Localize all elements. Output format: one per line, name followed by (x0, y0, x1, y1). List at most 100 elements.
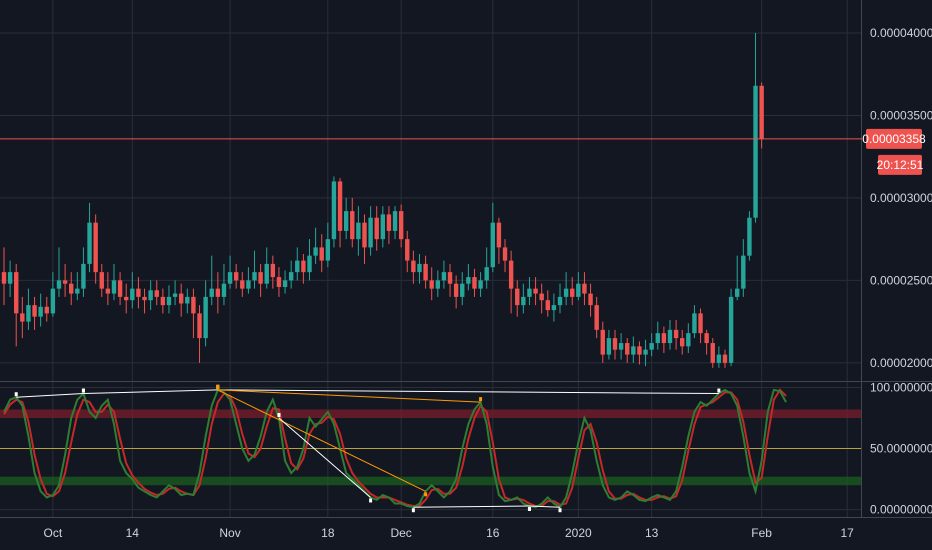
candle[interactable] (301, 254, 306, 284)
candle[interactable] (148, 280, 153, 311)
candle[interactable] (594, 296, 599, 339)
candle[interactable] (282, 270, 288, 294)
candle[interactable] (466, 263, 471, 291)
candle[interactable] (252, 250, 257, 289)
candle[interactable] (545, 290, 550, 317)
candle[interactable] (246, 267, 251, 294)
candle[interactable] (716, 346, 722, 368)
candle[interactable] (356, 206, 361, 256)
candle[interactable] (240, 272, 245, 297)
candle[interactable] (62, 263, 68, 297)
candle[interactable] (227, 255, 233, 289)
candle[interactable] (606, 329, 612, 360)
candle[interactable] (44, 296, 49, 322)
candle[interactable] (405, 230, 410, 273)
candle[interactable] (429, 267, 434, 301)
candle[interactable] (680, 329, 685, 355)
candle[interactable] (722, 349, 728, 368)
candle[interactable] (551, 293, 557, 322)
candle[interactable] (185, 288, 190, 314)
candle[interactable] (197, 305, 202, 363)
candle[interactable] (704, 329, 709, 355)
candle[interactable] (87, 202, 92, 273)
candle[interactable] (215, 272, 221, 314)
candle[interactable] (380, 206, 386, 248)
candle[interactable] (288, 260, 294, 289)
candle[interactable] (203, 280, 208, 347)
candle[interactable] (264, 247, 269, 289)
candle[interactable] (166, 285, 172, 314)
candle[interactable] (7, 260, 13, 297)
candle[interactable] (496, 217, 502, 264)
candle[interactable] (435, 270, 441, 297)
candle[interactable] (557, 283, 563, 314)
candle[interactable] (124, 283, 129, 314)
candle[interactable] (643, 339, 648, 367)
candle[interactable] (625, 338, 630, 363)
candle[interactable] (142, 288, 147, 314)
candle[interactable] (460, 272, 465, 306)
candle[interactable] (728, 288, 734, 367)
candle[interactable] (307, 239, 312, 281)
candle[interactable] (441, 260, 447, 289)
candle[interactable] (386, 206, 392, 245)
candle[interactable] (14, 263, 19, 347)
candle[interactable] (447, 263, 453, 297)
candle[interactable] (362, 214, 367, 264)
candle[interactable] (667, 319, 673, 350)
candle[interactable] (661, 326, 667, 353)
candle[interactable] (588, 283, 593, 317)
candle[interactable] (105, 272, 111, 306)
candle[interactable] (99, 263, 104, 297)
candle[interactable] (81, 247, 86, 297)
candle[interactable] (117, 272, 123, 306)
candle[interactable] (417, 254, 422, 284)
candle[interactable] (490, 202, 495, 273)
candle[interactable] (582, 272, 587, 306)
candle[interactable] (423, 255, 428, 289)
candle[interactable] (313, 227, 318, 264)
candle[interactable] (735, 255, 740, 301)
candle[interactable] (325, 222, 331, 268)
candle[interactable] (350, 197, 355, 248)
candle[interactable] (258, 263, 263, 297)
candle[interactable] (111, 263, 117, 301)
candle[interactable] (38, 293, 43, 327)
candle[interactable] (343, 197, 349, 240)
candle[interactable] (600, 321, 605, 363)
current-price-badge[interactable] (866, 128, 922, 149)
candle[interactable] (698, 308, 703, 344)
candle[interactable] (570, 277, 575, 306)
candle[interactable] (484, 247, 489, 289)
candle[interactable] (753, 32, 758, 223)
candle[interactable] (515, 280, 520, 317)
candle[interactable] (32, 296, 37, 330)
candle[interactable] (160, 288, 166, 314)
candle[interactable] (233, 263, 239, 289)
candle[interactable] (26, 288, 31, 330)
candle[interactable] (191, 288, 196, 339)
candle[interactable] (374, 206, 379, 251)
candle[interactable] (673, 319, 679, 350)
candle[interactable] (172, 280, 178, 306)
candle[interactable] (56, 247, 62, 297)
candle[interactable] (612, 329, 618, 360)
candle[interactable] (478, 272, 483, 297)
candle[interactable] (710, 338, 715, 368)
candle[interactable] (686, 323, 691, 353)
candle[interactable] (276, 267, 282, 297)
candle[interactable] (508, 250, 514, 314)
candle[interactable] (154, 280, 159, 306)
candle[interactable] (618, 333, 624, 360)
candle[interactable] (270, 255, 276, 289)
price-candles[interactable] (1, 32, 764, 368)
candle[interactable] (521, 283, 526, 314)
candle[interactable] (502, 239, 508, 273)
candle[interactable] (50, 272, 56, 317)
candle[interactable] (527, 277, 532, 306)
candle[interactable] (411, 250, 416, 284)
candle[interactable] (136, 277, 141, 309)
candle[interactable] (331, 176, 337, 248)
candle[interactable] (539, 283, 544, 314)
candle[interactable] (649, 333, 654, 357)
